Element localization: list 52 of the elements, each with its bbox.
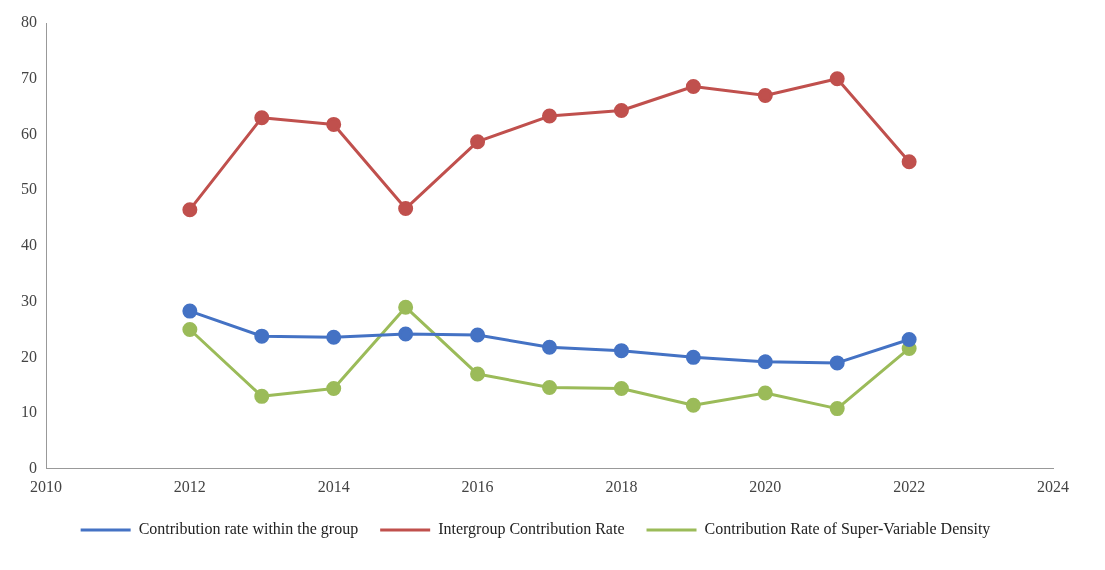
y-tick-label: 50	[21, 180, 37, 198]
point	[901, 154, 917, 170]
point	[542, 108, 557, 124]
point	[829, 71, 845, 87]
point	[254, 328, 270, 344]
point	[182, 321, 198, 337]
point	[829, 401, 845, 417]
y-tick-label: 20	[21, 347, 37, 365]
point	[254, 110, 270, 126]
point	[757, 385, 773, 401]
point	[613, 381, 629, 397]
point	[901, 332, 917, 348]
point	[757, 87, 773, 103]
point	[685, 397, 701, 413]
x-tick-label: 2014	[317, 477, 350, 495]
point	[685, 349, 701, 365]
point	[398, 326, 414, 342]
point	[470, 366, 486, 382]
y-tick-label: 70	[21, 68, 37, 86]
point	[685, 79, 701, 95]
y-tick-label: 40	[21, 236, 37, 254]
y-tick-label: 60	[21, 124, 37, 142]
point	[326, 381, 342, 397]
y-tick-label: 80	[21, 13, 37, 31]
point	[182, 202, 198, 218]
x-tick-label: 2020	[749, 477, 782, 495]
point	[470, 134, 486, 150]
point	[613, 102, 629, 118]
point	[254, 388, 270, 404]
legend-label: Contribution Rate of Super-Variable Density	[704, 520, 991, 539]
x-tick-label: 2010	[30, 477, 62, 495]
x-tick-label: 2024	[1037, 477, 1069, 495]
point	[470, 327, 486, 343]
point	[182, 303, 198, 319]
x-tick-label: 2022	[893, 477, 926, 495]
point	[326, 116, 342, 132]
y-tick-label: 0	[29, 459, 37, 476]
point	[398, 201, 414, 217]
x-tick-label: 2016	[461, 477, 494, 495]
point	[757, 354, 773, 370]
point	[326, 329, 342, 345]
x-tick-label: 2012	[173, 477, 206, 495]
point	[398, 299, 414, 315]
point	[613, 343, 629, 359]
y-tick-label: 30	[21, 291, 37, 309]
point	[829, 355, 845, 371]
point	[542, 379, 557, 395]
legend-label: Intergroup Contribution Rate	[438, 520, 625, 539]
x-tick-label: 2018	[605, 477, 638, 495]
legend-label: Contribution rate within the group	[138, 520, 359, 539]
point	[542, 339, 557, 355]
y-tick-label: 10	[21, 403, 37, 421]
